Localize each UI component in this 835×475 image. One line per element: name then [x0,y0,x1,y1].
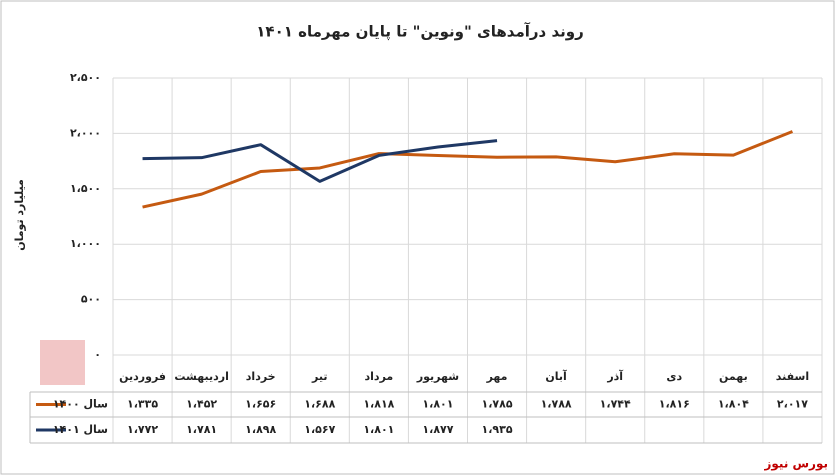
x-tick-label: شهریور [416,370,459,383]
y-tick-label: ۲،۰۰۰ [70,126,101,139]
table-value: ۱،۸۰۴ [718,398,749,411]
x-tick-label: مرداد [365,370,394,383]
logo [40,340,85,385]
x-tick-label: اردیبهشت [174,370,228,383]
y-tick-label: ۵۰۰ [81,293,101,306]
x-tick-label: فروردین [119,370,166,383]
table-value: ۱،۸۹۸ [245,423,276,436]
x-tick-label: بهمن [719,370,748,383]
x-tick-label: مهر [486,370,508,383]
table-value: ۱،۸۰۱ [363,423,394,436]
legend-label: سال ۱۴۰۱ [53,423,108,436]
table-value: ۱،۷۸۸ [541,398,572,411]
x-tick-label: خرداد [246,370,276,383]
x-tick-label: آذر [606,369,623,383]
table-value: ۱،۷۸۵ [482,398,513,411]
y-tick-label: ۰ [94,348,101,361]
table-value: ۱،۵۶۷ [304,423,335,436]
table-value: ۱،۷۴۴ [600,398,631,411]
x-tick-label: دی [666,370,682,383]
table-value: ۱،۳۳۵ [127,398,158,411]
series-line [142,130,794,209]
table-value: ۱،۷۷۲ [127,423,158,436]
y-tick-label: ۲،۵۰۰ [70,71,101,84]
table-value: ۱،۷۸۱ [186,423,217,436]
x-tick-label: آبان [545,369,567,383]
table-value: ۱،۶۸۸ [304,398,335,411]
source: بورس نیوز [763,457,828,472]
y-axis-label: میلیارد تومان [13,179,26,251]
table-value: ۲،۰۱۷ [777,398,808,411]
table-value: ۱،۸۱۶ [659,398,690,411]
y-tick-label: ۱،۰۰۰ [70,237,101,250]
table-value: ۱،۸۷۷ [422,423,453,436]
x-tick-label: اسفند [776,370,809,383]
table-value: ۱،۴۵۲ [186,398,217,411]
chart-title: روند درآمدهای "ونوین" تا پایان مهرماه ۱۴… [256,23,583,42]
legend-label: سال ۱۴۰۰ [53,398,108,411]
table-value: ۱،۸۱۸ [363,398,394,411]
table-value: ۱،۶۵۶ [245,398,276,411]
series-line [142,139,498,183]
y-tick-label: ۱،۵۰۰ [70,182,101,195]
table-value: ۱،۹۳۵ [482,423,513,436]
x-tick-label: تیر [311,370,327,383]
table-value: ۱،۸۰۱ [422,398,453,411]
